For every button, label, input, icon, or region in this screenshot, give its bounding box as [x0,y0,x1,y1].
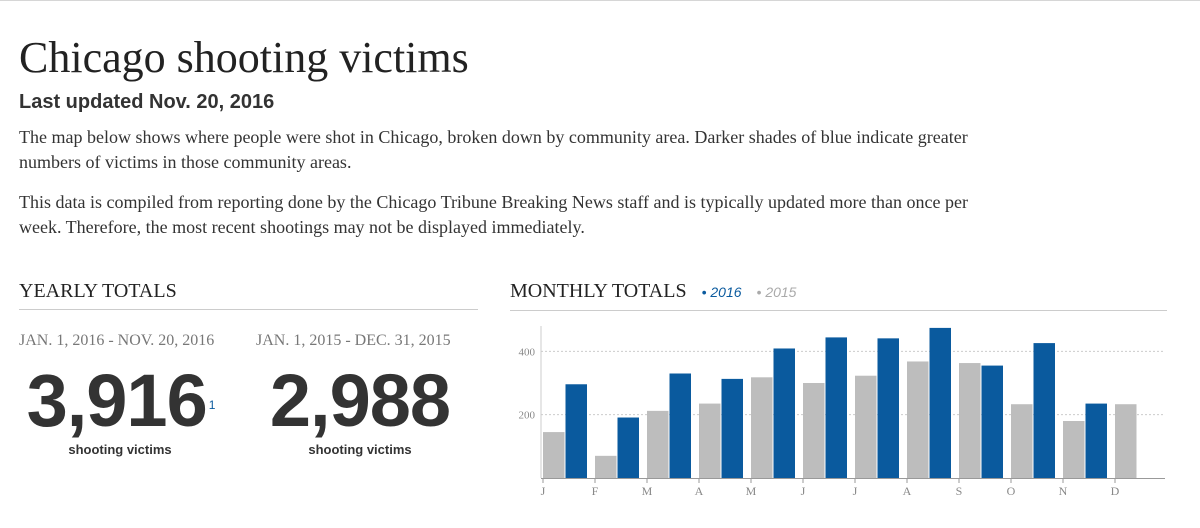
total-2016-label: shooting victims [68,442,172,457]
total-2015: JAN. 1, 2015 - DEC. 31, 2015 2,988 shoot… [240,330,480,457]
x-tick-label: M [746,484,757,498]
bar-2016 [1085,403,1107,478]
bar-2015 [1063,421,1085,478]
total-2016: JAN. 1, 2016 - NOV. 20, 2016 3,916 1 shoo… [0,330,240,457]
x-tick-label: J [801,484,806,498]
bar-2015 [959,363,981,478]
bar-2015 [1011,404,1033,478]
bar-2016 [669,373,691,478]
total-2015-label: shooting victims [308,442,412,457]
bar-2016 [773,348,795,478]
bar-2016 [1033,343,1055,478]
total-2016-value: 3,916 1 [0,364,240,438]
x-tick-label: D [1111,484,1120,498]
bar-2015 [751,377,773,478]
bar-2016 [877,338,899,478]
bar-2015 [855,375,877,478]
bar-2015 [595,455,617,478]
bar-2015 [647,410,669,478]
bar-2016 [617,417,639,478]
x-tick-label: O [1007,484,1016,498]
range-2015: JAN. 1, 2015 - DEC. 31, 2015 [256,332,451,349]
bar-2015 [803,383,825,478]
bar-2016 [929,327,951,478]
total-2015-value: 2,988 [269,359,451,442]
legend-2016[interactable]: • 2016 [701,284,742,300]
total-2016-number: 3,916 [26,359,208,442]
x-tick-label: J [853,484,858,498]
monthly-bar-chart: 200 400 J F M A M J J A S O N D [519,326,1165,498]
y-tick-label: 400 [519,346,536,358]
intro-paragraph-1: The map below shows where people were sh… [19,127,968,172]
x-tick-label: N [1059,484,1068,498]
x-tick-label: M [642,484,653,498]
legend-2015[interactable]: • 2015 [756,284,797,300]
range-2016: JAN. 1, 2016 - NOV. 20, 2016 [19,332,215,349]
footnote-marker[interactable]: 1 [208,398,216,412]
x-tick-label: A [903,484,912,498]
x-tick-label: A [695,484,704,498]
x-tick-label: F [592,484,599,498]
bar-2015 [907,361,929,478]
x-tick-label: S [956,484,963,498]
top-rule [0,0,1200,1]
intro-paragraph-2: This data is compiled from reporting don… [19,192,968,237]
last-updated: Last updated Nov. 20, 2016 [19,91,275,113]
bar-2015 [699,403,721,478]
bar-2015 [543,432,565,478]
y-tick-label: 200 [519,410,536,422]
bar-2016 [825,337,847,478]
bar-2016 [721,378,743,478]
monthly-totals-title: MONTHLY TOTALS [510,280,687,302]
yearly-totals-heading: YEARLY TOTALS [19,278,478,310]
bar-2016 [981,365,1003,478]
bar-2016 [565,384,587,478]
monthly-totals-heading: MONTHLY TOTALS • 2016 • 2015 [510,278,1167,311]
bar-2015 [1115,404,1137,478]
page-title: Chicago shooting victims [19,33,469,82]
x-tick-label: J [541,484,546,498]
